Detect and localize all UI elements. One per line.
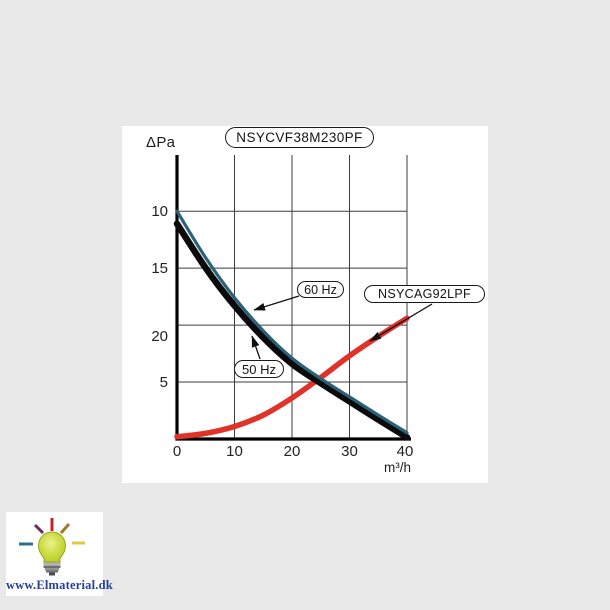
gridlines [177,155,408,439]
callout-60hz: 60 Hz [297,281,344,298]
axes [175,155,411,441]
y-tick-10: 10 [151,203,168,220]
y-tick-20: 20 [151,328,168,345]
elmaterial-logo: www.Elmaterial.dk [6,512,113,596]
curve-60-hz [175,209,409,435]
x-tick-40: 40 [396,443,414,460]
callout-arrow-nsycag [369,303,433,342]
y-tick-5: 5 [159,374,168,391]
y-tick-15: 15 [151,260,168,277]
callout-arrow-50hz [251,335,261,360]
x-tick-10: 10 [226,443,243,460]
callout-nsycag92lpf: NSYCAG92LPF [364,285,485,303]
x-tick-0: 0 [172,443,182,460]
x-axis-unit: m³/h [384,460,411,475]
y-axis-label: ΔPa [146,134,176,151]
callout-arrow-60hz [253,295,300,311]
chart-canvas [173,155,433,441]
curve-nsycag92lpf [174,315,410,440]
lightbulb-icon [19,518,85,576]
callout-arrows [251,295,433,360]
x-tick-30: 30 [341,443,358,460]
curve-50-hz [173,220,411,441]
chart-panel: ΔPa 20 15 10 5 0 10 20 30 40 m³/h NSYCVF… [122,126,488,483]
curves-group [173,209,411,441]
x-tick-20: 20 [283,443,301,460]
callout-50hz: 50 Hz [234,360,284,378]
chart-title-badge: NSYCVF38M230PF [225,127,374,148]
logo-text: www.Elmaterial.dk [6,578,113,592]
